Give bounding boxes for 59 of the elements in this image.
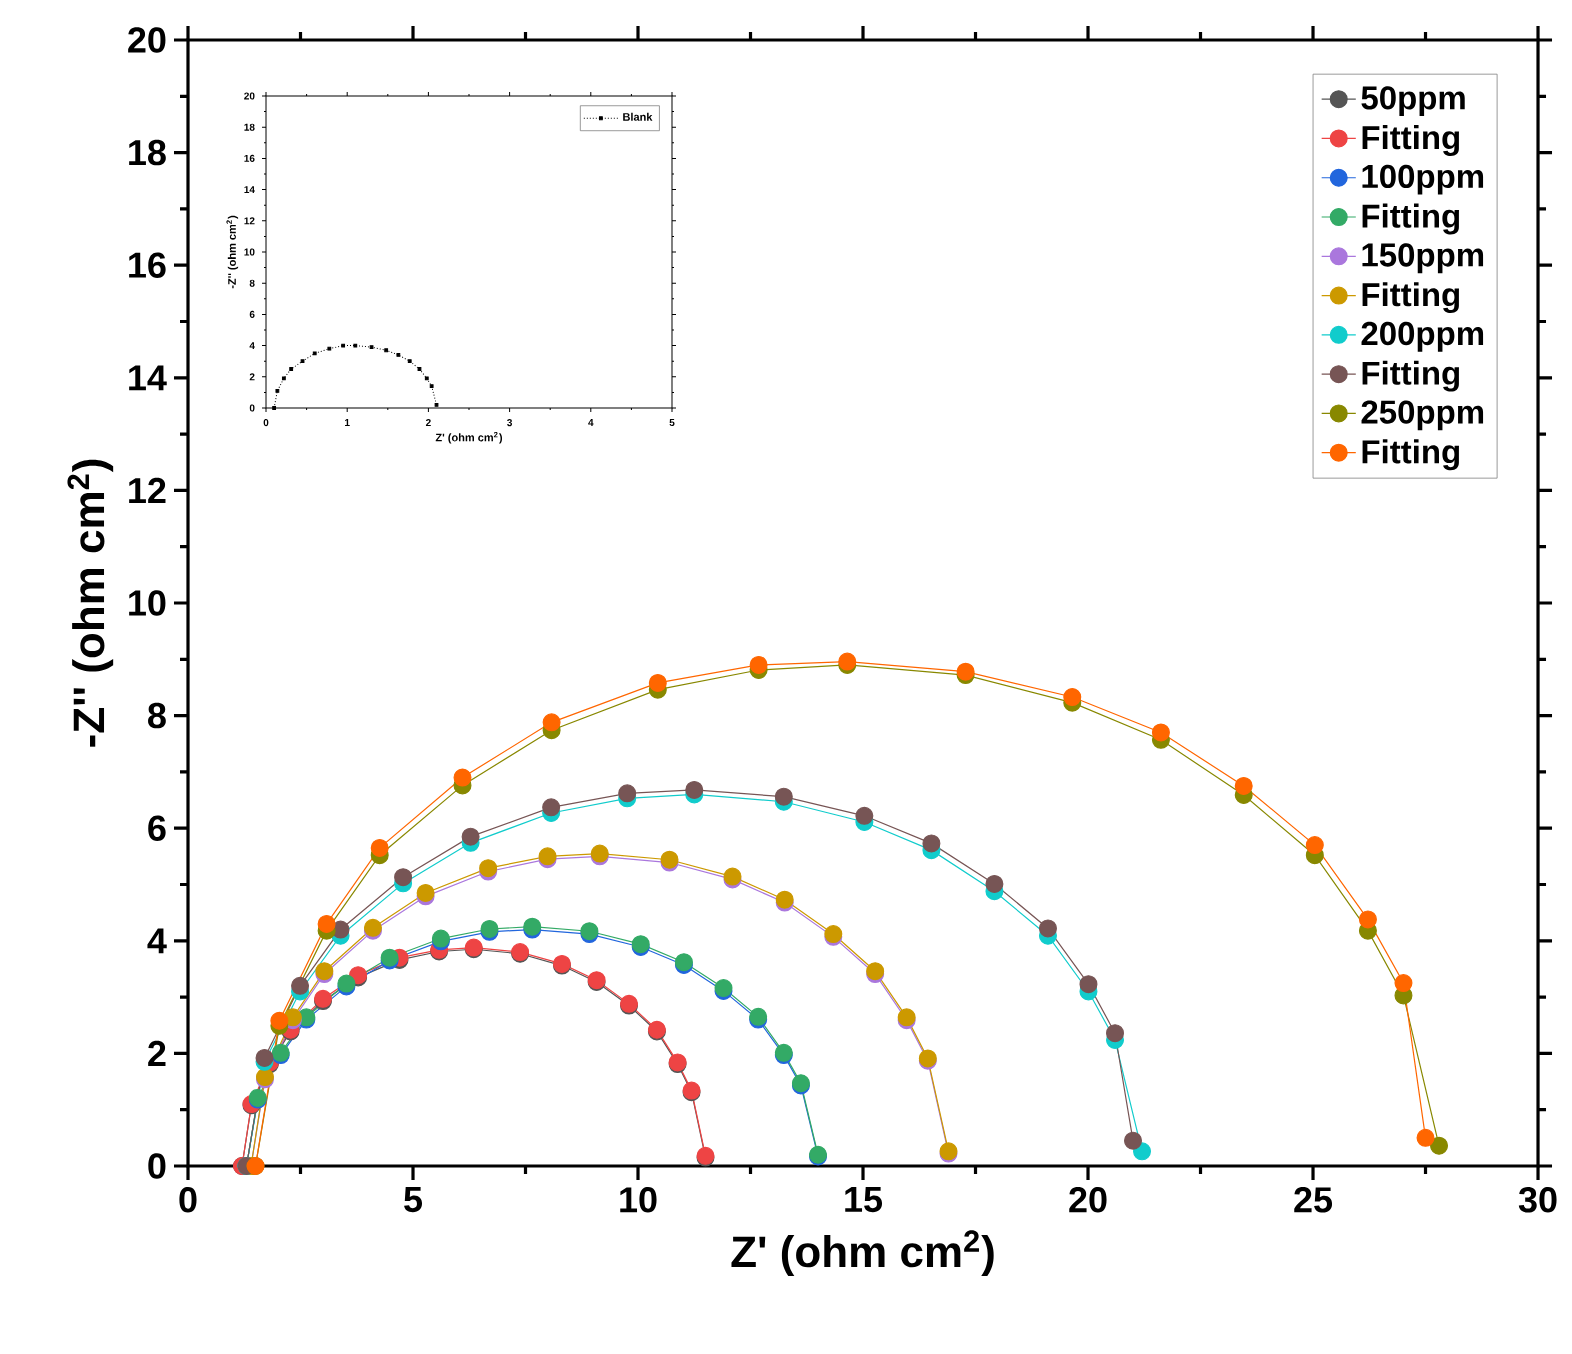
x-tick-label: 10 [620,1187,657,1213]
legend-label: Fitting [1362,125,1459,156]
legend-label: Fitting [1362,203,1459,235]
y-tick-label: 18 [129,139,166,166]
point [1063,688,1082,707]
point [542,798,561,817]
y-tick-label: 14 [129,365,167,391]
x-tick-label: 20 [1069,1187,1107,1213]
legend-label: Fitting [1362,282,1459,314]
point [1430,1136,1449,1155]
legend-label: 50ppm [1361,86,1465,117]
legend-label: 200ppm [1361,321,1484,352]
y-tick-label: 6 [148,815,166,841]
point [855,806,874,825]
x-tick-label: 15 [845,1187,883,1213]
point [461,827,480,846]
y-tick-label: 16 [129,252,166,278]
x-tick-label: 0 [179,1187,197,1213]
point [1038,919,1057,938]
y-axis-title: -Z'' (ohm cm$^{2}$) [67,459,114,747]
point [317,914,336,933]
point [394,868,413,887]
x-tick-label: 30 [1518,1187,1557,1213]
point [453,768,472,787]
x-tick-label: 25 [1294,1187,1333,1213]
point [618,784,637,803]
point [291,976,310,995]
point [542,713,561,732]
point [648,673,667,692]
legend-label: Fitting [1362,360,1459,392]
y-tick-label: 10 [129,590,166,616]
y-tick-label: 8 [148,702,166,729]
point [1305,836,1324,855]
y-tick-label: 12 [129,477,166,503]
point [1079,975,1098,994]
legend-label: 150ppm [1362,243,1484,274]
point [1106,1024,1125,1043]
point [1124,1131,1143,1150]
y-tick-label: 0 [148,1153,166,1179]
point [1394,974,1413,993]
point [270,1011,289,1030]
point [370,838,389,857]
y-tick-label: 20 [128,27,166,53]
point [685,780,704,799]
x-tick-label: 5 [404,1187,423,1213]
y-tick-label: 2 [148,1040,166,1066]
point [1151,723,1170,742]
point [1234,776,1253,795]
point [749,655,768,674]
x-axis-title: Z' (ohm cm$^{2}$) [731,1230,994,1277]
y-tick-label: 4 [147,928,167,954]
point [922,834,941,853]
point [1358,910,1377,929]
point [1416,1128,1435,1147]
point [774,787,793,806]
legend-label: 100ppm [1362,164,1484,195]
legend-label: Fitting [1362,439,1459,471]
legend-label: 250ppm [1361,400,1484,431]
point [985,874,1004,893]
